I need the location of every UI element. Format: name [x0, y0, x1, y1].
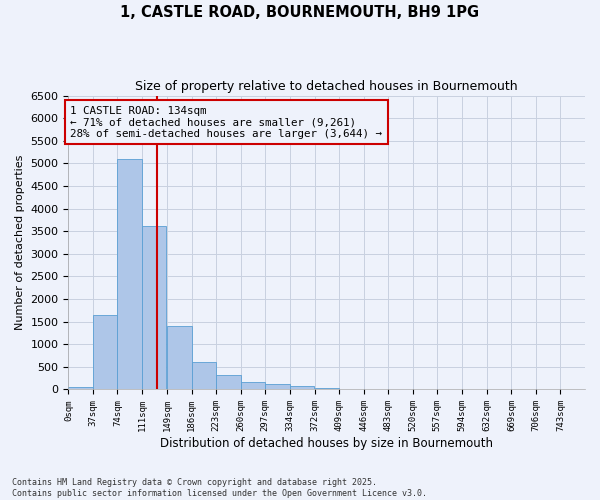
Text: Contains HM Land Registry data © Crown copyright and database right 2025.
Contai: Contains HM Land Registry data © Crown c…: [12, 478, 427, 498]
Text: 1 CASTLE ROAD: 134sqm
← 71% of detached houses are smaller (9,261)
28% of semi-d: 1 CASTLE ROAD: 134sqm ← 71% of detached …: [70, 106, 382, 138]
Bar: [290, 386, 314, 390]
Bar: [68, 387, 93, 390]
Bar: [93, 315, 118, 390]
Bar: [142, 226, 166, 390]
X-axis label: Distribution of detached houses by size in Bournemouth: Distribution of detached houses by size …: [160, 437, 493, 450]
Bar: [216, 376, 241, 390]
Bar: [191, 362, 216, 390]
Text: 1, CASTLE ROAD, BOURNEMOUTH, BH9 1PG: 1, CASTLE ROAD, BOURNEMOUTH, BH9 1PG: [121, 5, 479, 20]
Y-axis label: Number of detached properties: Number of detached properties: [15, 155, 25, 330]
Bar: [118, 159, 142, 390]
Bar: [241, 382, 265, 390]
Bar: [167, 326, 191, 390]
Title: Size of property relative to detached houses in Bournemouth: Size of property relative to detached ho…: [136, 80, 518, 93]
Bar: [265, 384, 290, 390]
Bar: [315, 388, 339, 390]
